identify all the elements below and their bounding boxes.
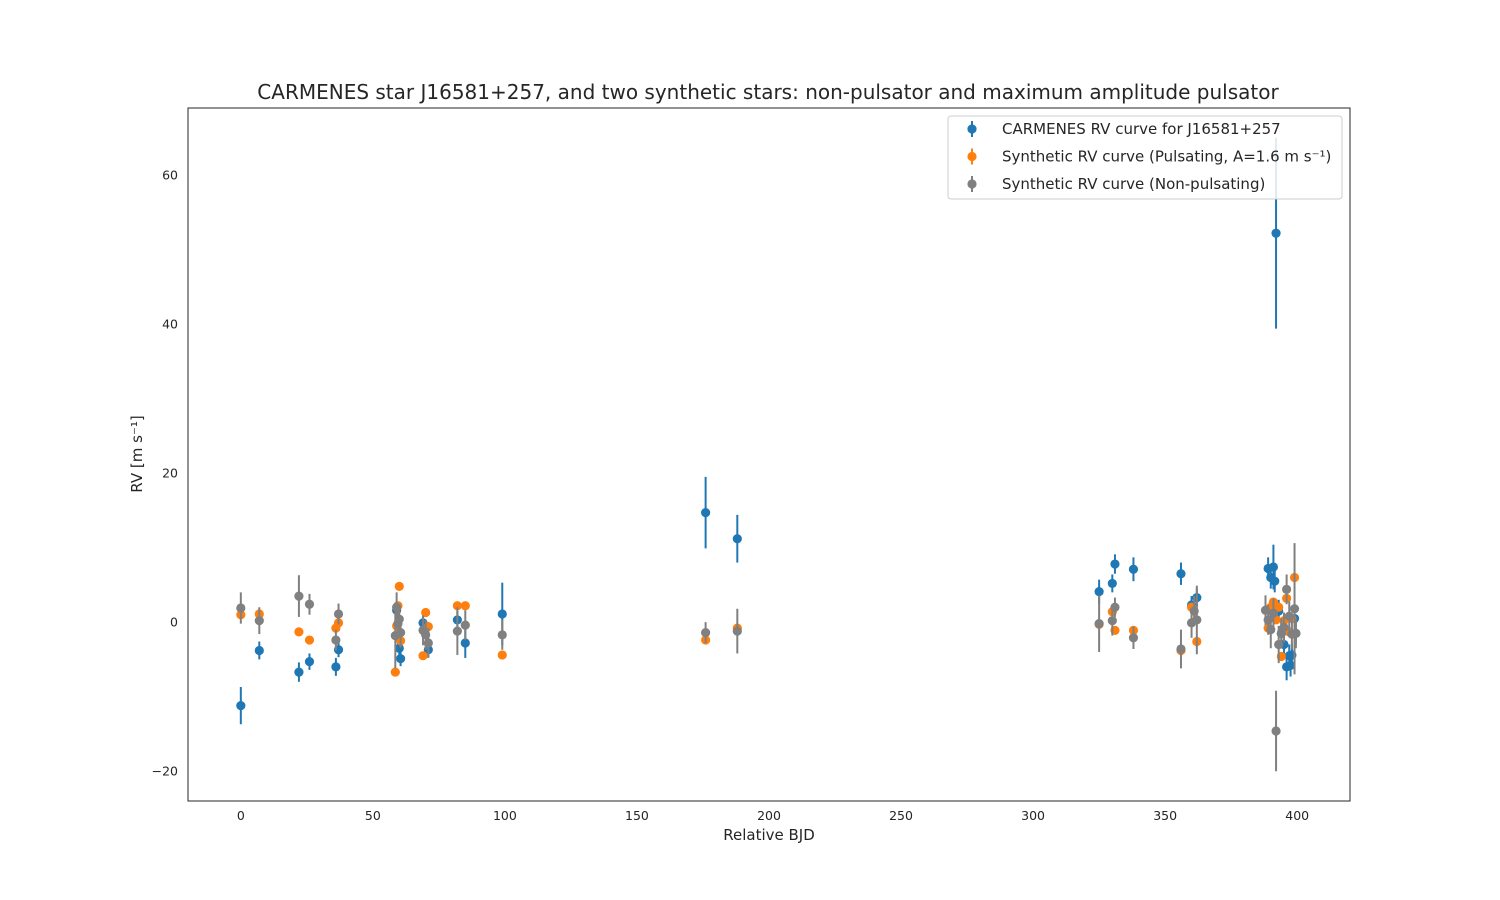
series-group (236, 543, 1301, 772)
data-point (418, 651, 428, 661)
data-point (460, 601, 470, 611)
x-tick-label: 250 (889, 808, 913, 823)
data-point (1284, 611, 1294, 621)
x-tick-label: 50 (365, 808, 381, 823)
data-point (294, 667, 304, 677)
data-point (236, 603, 246, 613)
x-tick-labels: 0 50 100 150 200 250 300 350 400 (237, 808, 1309, 823)
data-point (1271, 228, 1281, 238)
data-point (421, 607, 431, 618)
data-point (304, 635, 315, 645)
data-point (1128, 564, 1139, 574)
legend-marker (967, 151, 977, 162)
data-point (497, 609, 507, 619)
y-tick-labels: −20 0 20 40 60 (152, 168, 178, 779)
data-point (732, 626, 742, 636)
data-point (1279, 622, 1289, 632)
x-axis-label: Relative BJD (723, 826, 815, 844)
data-point (390, 667, 400, 677)
data-point (1274, 602, 1284, 612)
legend-entries: CARMENES RV curve for J16581+257 Syntheti… (967, 120, 1331, 193)
data-point (1192, 615, 1202, 625)
x-tick-label: 400 (1285, 808, 1309, 823)
data-point (254, 645, 264, 656)
data-point (394, 581, 404, 591)
data-point (236, 701, 246, 711)
data-point (1176, 644, 1186, 654)
x-tick-label: 0 (237, 808, 245, 823)
data-point (701, 627, 711, 638)
data-point (1268, 562, 1279, 572)
data-point (497, 630, 507, 640)
data-point (394, 614, 404, 624)
data-point (460, 638, 470, 648)
data-point (452, 626, 462, 636)
data-point (1110, 559, 1120, 569)
y-axis-label: RV [m s⁻¹] (128, 415, 146, 492)
legend-marker (967, 124, 977, 134)
y-tick-label: 20 (162, 466, 178, 481)
data-point (1128, 633, 1139, 643)
data-point (1268, 608, 1279, 618)
y-tick-label: 40 (162, 317, 178, 332)
chart-title: CARMENES star J16581+257, and two synthe… (257, 80, 1279, 104)
data-point (1289, 604, 1300, 614)
x-tick-label: 200 (757, 808, 781, 823)
legend-label: CARMENES RV curve for J16581+257 (1002, 120, 1281, 138)
x-tick-label: 100 (493, 808, 517, 823)
data-point (294, 591, 304, 601)
data-point (331, 662, 341, 672)
data-point (395, 627, 406, 638)
data-point (331, 635, 341, 645)
x-tick-label: 300 (1021, 808, 1045, 823)
data-point (304, 599, 315, 609)
data-point (254, 616, 264, 626)
data-point (304, 657, 315, 667)
data-point (497, 650, 507, 660)
data-point (1107, 616, 1117, 626)
legend: CARMENES RV curve for J16581+257 Syntheti… (947, 115, 1343, 200)
data-point (701, 508, 711, 518)
data-point (1291, 628, 1301, 638)
data-point (423, 638, 433, 648)
legend-label: Synthetic RV curve (Non-pulsating) (1002, 175, 1265, 193)
legend-box (947, 115, 1343, 200)
plot-frame (187, 107, 1351, 802)
x-tick-label: 350 (1153, 808, 1177, 823)
data-point (1176, 569, 1186, 579)
data-point (395, 654, 406, 664)
data-point (1270, 576, 1280, 586)
x-tick-label: 150 (625, 808, 649, 823)
data-point (452, 601, 462, 611)
data-point (460, 620, 470, 630)
data-point (333, 609, 344, 619)
data-point (1107, 578, 1117, 589)
plot-marks (236, 137, 1301, 772)
legend-label: Synthetic RV curve (Pulsating, A=1.6 m s… (1002, 148, 1331, 166)
data-point (294, 627, 304, 637)
data-point (1094, 587, 1104, 597)
legend-marker (967, 179, 977, 189)
data-point (1271, 726, 1281, 736)
data-point (1282, 584, 1292, 594)
y-tick-label: −20 (152, 764, 178, 779)
data-point (1094, 619, 1104, 629)
y-tick-label: 60 (162, 168, 178, 183)
data-point (732, 534, 742, 544)
y-tick-label: 0 (170, 615, 178, 630)
data-point (1110, 602, 1120, 612)
